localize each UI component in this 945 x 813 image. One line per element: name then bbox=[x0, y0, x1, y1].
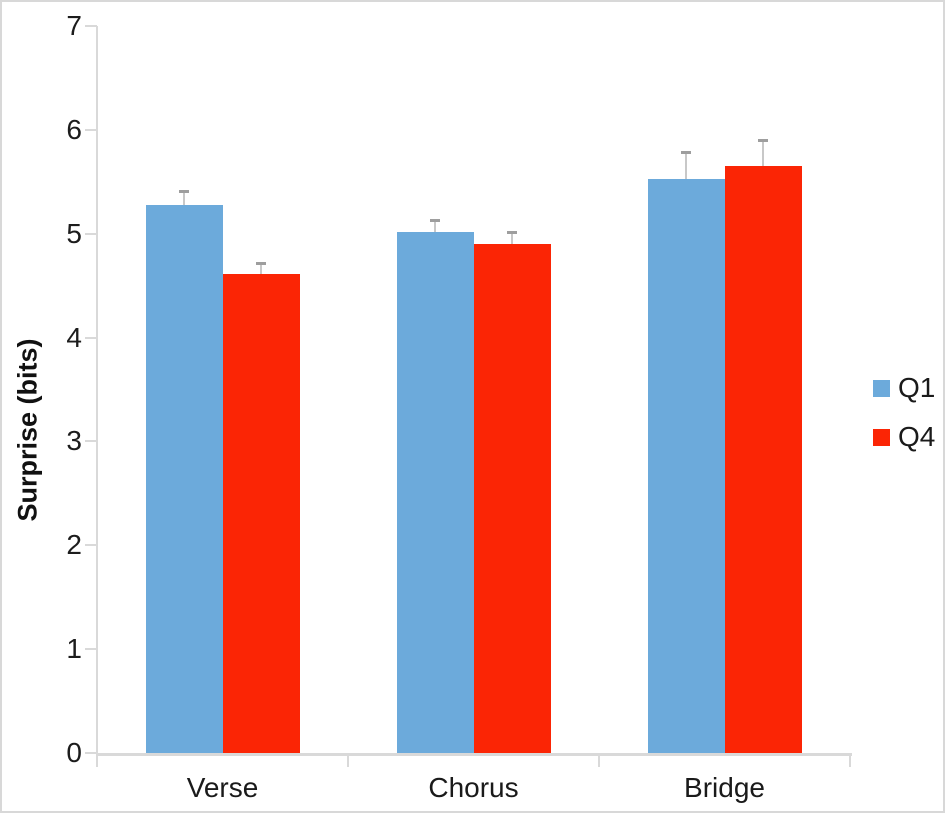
y-tick-label: 3 bbox=[66, 425, 82, 457]
legend-item-q1: Q1 bbox=[873, 374, 935, 402]
y-axis-line bbox=[96, 26, 98, 756]
bar-q4-bridge bbox=[724, 166, 802, 753]
x-axis-line bbox=[96, 753, 852, 756]
x-tick-mark bbox=[598, 755, 600, 767]
error-bar-cap bbox=[681, 150, 691, 154]
y-tick-label: 2 bbox=[66, 529, 82, 561]
error-bar-cap bbox=[507, 230, 517, 234]
y-tick-mark bbox=[85, 752, 97, 754]
bar-q4-chorus bbox=[473, 244, 551, 753]
bar-q1-verse bbox=[145, 204, 223, 753]
legend-label: Q4 bbox=[898, 421, 936, 452]
y-tick-label: 7 bbox=[66, 10, 82, 41]
error-bar-stem bbox=[685, 152, 687, 179]
y-tick-label: 4 bbox=[66, 321, 82, 353]
y-tick-label: 6 bbox=[66, 113, 82, 145]
legend-item-q4: Q4 bbox=[873, 423, 935, 451]
x-tick-mark bbox=[96, 755, 98, 767]
error-bar-cap bbox=[256, 261, 266, 265]
error-bar-stem bbox=[762, 141, 764, 167]
y-tick-mark bbox=[85, 232, 97, 235]
x-tick-mark bbox=[347, 755, 349, 767]
category-label-bridge: Bridge bbox=[684, 772, 765, 803]
y-tick-mark bbox=[85, 648, 97, 651]
error-bar-stem bbox=[183, 192, 185, 205]
legend: Q1 Q4 bbox=[873, 374, 935, 451]
y-tick-mark bbox=[85, 440, 97, 443]
y-tick-mark bbox=[85, 25, 97, 27]
y-tick-mark bbox=[85, 128, 97, 131]
y-tick-mark bbox=[85, 544, 97, 547]
bar-q1-chorus bbox=[396, 231, 474, 753]
error-bar-stem bbox=[511, 232, 513, 245]
category-label-chorus: Chorus bbox=[428, 772, 519, 803]
legend-label: Q1 bbox=[898, 372, 936, 403]
category-label-verse: Verse bbox=[186, 772, 259, 803]
y-tick-mark bbox=[85, 336, 97, 339]
error-bar-stem bbox=[260, 263, 262, 275]
legend-swatch-icon bbox=[873, 428, 890, 446]
legend-swatch-icon bbox=[873, 379, 890, 397]
x-tick-mark bbox=[849, 755, 851, 767]
error-bar-cap bbox=[179, 190, 189, 194]
y-tick-label: 0 bbox=[66, 737, 82, 768]
y-tick-label: 1 bbox=[66, 633, 82, 665]
bar-q4-verse bbox=[222, 274, 300, 753]
error-bar-stem bbox=[434, 221, 436, 232]
error-bar-cap bbox=[430, 219, 440, 223]
bar-q1-bridge bbox=[647, 178, 725, 753]
error-bar-cap bbox=[758, 139, 768, 143]
y-tick-label: 5 bbox=[66, 217, 82, 249]
